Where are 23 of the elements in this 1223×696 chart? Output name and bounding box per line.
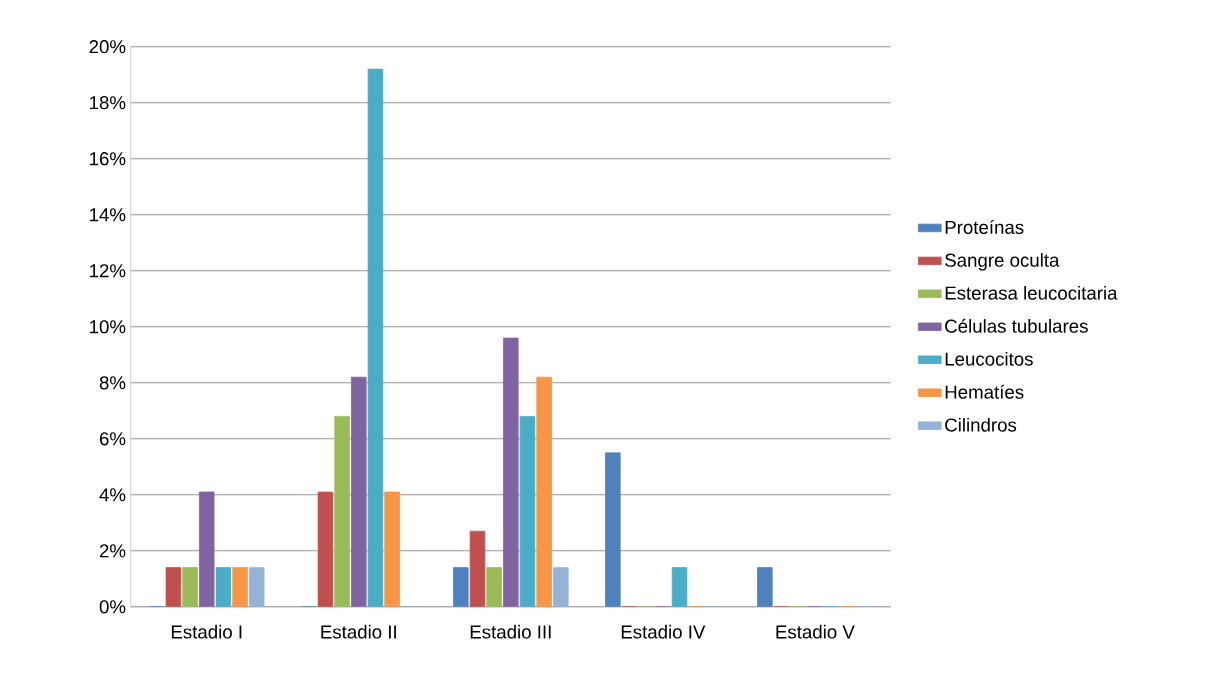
x-tick-label: Estadio IV <box>621 624 706 639</box>
x-tick-label: Estadio I <box>171 624 242 639</box>
y-tick-label: 18% <box>90 95 126 110</box>
x-tick-label: Estadio II <box>321 624 396 639</box>
y-tick-label: 14% <box>90 208 126 222</box>
legend-label: Células tubulares <box>945 318 1088 333</box>
y-tick-label: 8% <box>99 376 126 390</box>
x-tick-label: Estadio III <box>470 624 551 639</box>
legend-label: Cilindros <box>945 417 1017 432</box>
legend-label: Hematíes <box>945 384 1024 399</box>
y-tick-label: 20% <box>89 39 126 54</box>
legend-label: Esterasa leucocitaria <box>945 285 1118 300</box>
legend-label: Sangre oculta <box>945 253 1060 271</box>
y-tick-label: 0% <box>99 600 126 614</box>
y-tick-label: 4% <box>99 488 126 502</box>
y-tick-label: 12% <box>90 264 126 278</box>
y-tick-label: 6% <box>99 432 126 446</box>
y-tick-label: 10% <box>90 320 126 334</box>
legend-label: Proteínas <box>945 219 1024 234</box>
x-tick-label: Estadio V <box>776 624 855 639</box>
y-tick-label: 16% <box>90 151 126 166</box>
y-tick-label: 2% <box>99 544 126 558</box>
legend-label: Leucocitos <box>945 351 1033 366</box>
